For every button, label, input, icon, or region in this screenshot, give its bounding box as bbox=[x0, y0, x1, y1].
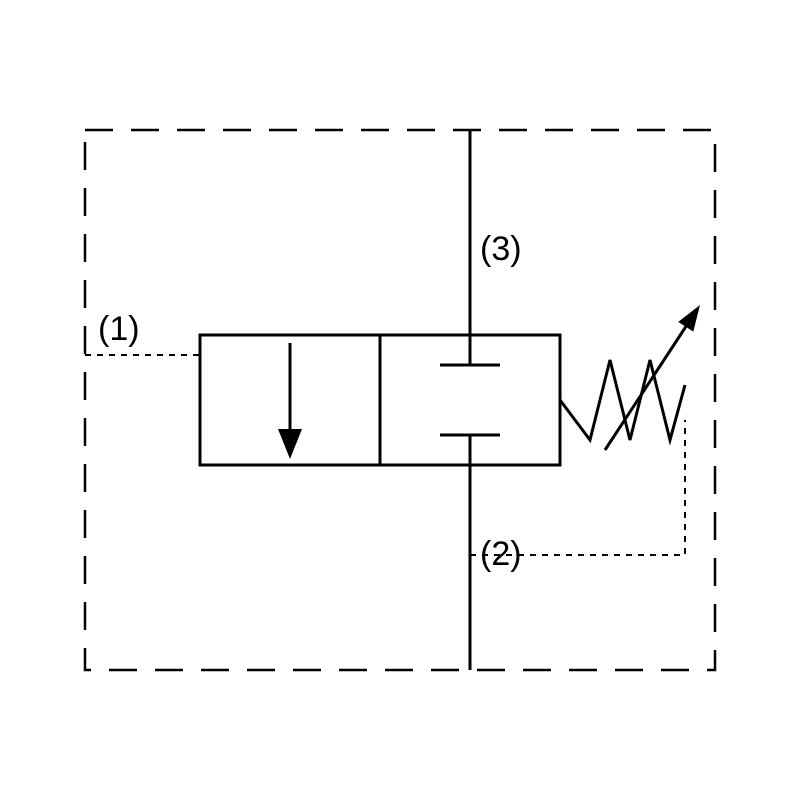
hydraulic-valve-diagram: (1) (2) (3) bbox=[0, 0, 800, 800]
port1-label: (1) bbox=[98, 310, 140, 348]
flow-arrow-head bbox=[278, 429, 302, 459]
adjustable-spring bbox=[560, 360, 685, 440]
port2-label: (2) bbox=[480, 535, 522, 573]
port3-label: (3) bbox=[480, 230, 522, 268]
adjustment-arrow-head bbox=[678, 305, 700, 332]
